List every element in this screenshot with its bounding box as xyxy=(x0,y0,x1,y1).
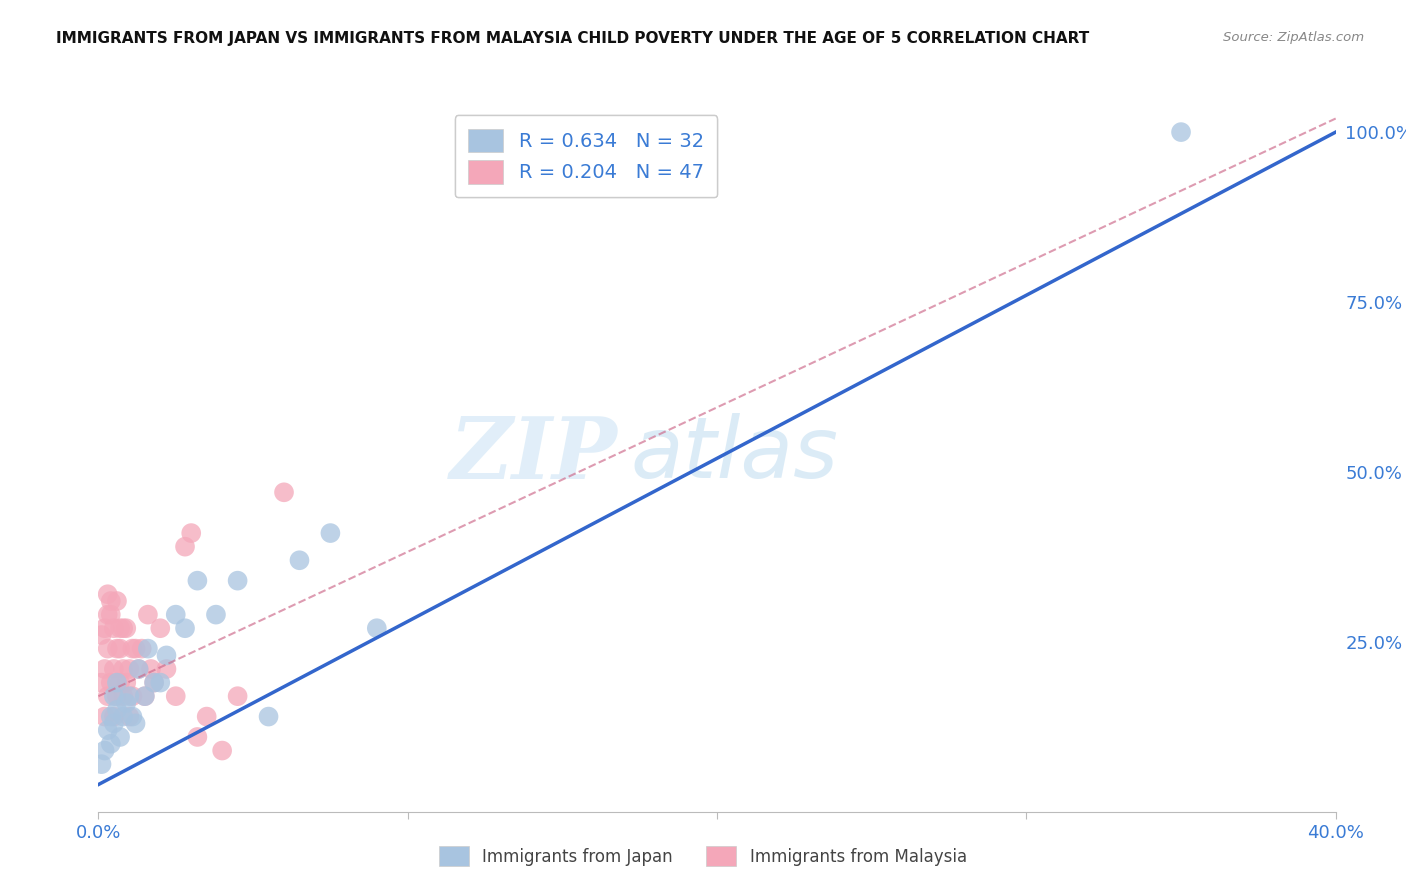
Legend: R = 0.634   N = 32, R = 0.204   N = 47: R = 0.634 N = 32, R = 0.204 N = 47 xyxy=(454,115,717,197)
Point xyxy=(180,526,202,541)
Point xyxy=(115,621,138,635)
Point xyxy=(105,689,128,703)
Point xyxy=(97,641,120,656)
Point xyxy=(112,689,135,703)
Point xyxy=(149,675,172,690)
Text: atlas: atlas xyxy=(630,413,838,497)
Point xyxy=(93,662,115,676)
Point xyxy=(103,709,125,723)
Point xyxy=(134,689,156,703)
Point xyxy=(93,743,115,757)
Point xyxy=(165,607,187,622)
Point xyxy=(100,607,122,622)
Point xyxy=(143,675,166,690)
Point xyxy=(257,709,280,723)
Point xyxy=(155,648,177,663)
Point xyxy=(97,689,120,703)
Point xyxy=(1170,125,1192,139)
Point xyxy=(226,689,249,703)
Point xyxy=(121,709,143,723)
Point xyxy=(112,621,135,635)
Point xyxy=(105,703,128,717)
Point xyxy=(319,526,342,541)
Point xyxy=(97,587,120,601)
Point xyxy=(108,675,131,690)
Point xyxy=(100,594,122,608)
Point xyxy=(366,621,388,635)
Point xyxy=(100,675,122,690)
Point xyxy=(128,662,150,676)
Point xyxy=(143,675,166,690)
Point xyxy=(121,689,143,703)
Point xyxy=(118,662,141,676)
Point xyxy=(136,641,159,656)
Text: Source: ZipAtlas.com: Source: ZipAtlas.com xyxy=(1223,31,1364,45)
Point xyxy=(108,641,131,656)
Point xyxy=(288,553,311,567)
Point xyxy=(112,709,135,723)
Point xyxy=(93,621,115,635)
Text: IMMIGRANTS FROM JAPAN VS IMMIGRANTS FROM MALAYSIA CHILD POVERTY UNDER THE AGE OF: IMMIGRANTS FROM JAPAN VS IMMIGRANTS FROM… xyxy=(56,31,1090,46)
Point xyxy=(118,709,141,723)
Point xyxy=(90,675,112,690)
Point xyxy=(149,621,172,635)
Point xyxy=(273,485,295,500)
Point xyxy=(195,709,218,723)
Point xyxy=(100,709,122,723)
Point xyxy=(121,641,143,656)
Point xyxy=(108,621,131,635)
Point xyxy=(103,716,125,731)
Point xyxy=(131,641,153,656)
Point xyxy=(97,607,120,622)
Point xyxy=(115,675,138,690)
Point xyxy=(174,540,197,554)
Point xyxy=(186,730,208,744)
Point xyxy=(165,689,187,703)
Point xyxy=(97,723,120,738)
Point xyxy=(105,641,128,656)
Point xyxy=(136,607,159,622)
Point xyxy=(128,662,150,676)
Point xyxy=(124,641,146,656)
Point xyxy=(186,574,208,588)
Point xyxy=(115,696,138,710)
Point xyxy=(205,607,228,622)
Point xyxy=(105,675,128,690)
Point xyxy=(174,621,197,635)
Point xyxy=(105,594,128,608)
Point xyxy=(108,730,131,744)
Point xyxy=(124,716,146,731)
Point xyxy=(134,689,156,703)
Point xyxy=(118,689,141,703)
Point xyxy=(112,662,135,676)
Point xyxy=(155,662,177,676)
Legend: Immigrants from Japan, Immigrants from Malaysia: Immigrants from Japan, Immigrants from M… xyxy=(430,838,976,875)
Point xyxy=(103,621,125,635)
Point xyxy=(103,689,125,703)
Text: ZIP: ZIP xyxy=(450,413,619,497)
Point xyxy=(226,574,249,588)
Point xyxy=(103,662,125,676)
Point xyxy=(90,757,112,772)
Point xyxy=(93,709,115,723)
Point xyxy=(211,743,233,757)
Point xyxy=(139,662,162,676)
Point xyxy=(90,628,112,642)
Point xyxy=(474,125,496,139)
Point xyxy=(100,737,122,751)
